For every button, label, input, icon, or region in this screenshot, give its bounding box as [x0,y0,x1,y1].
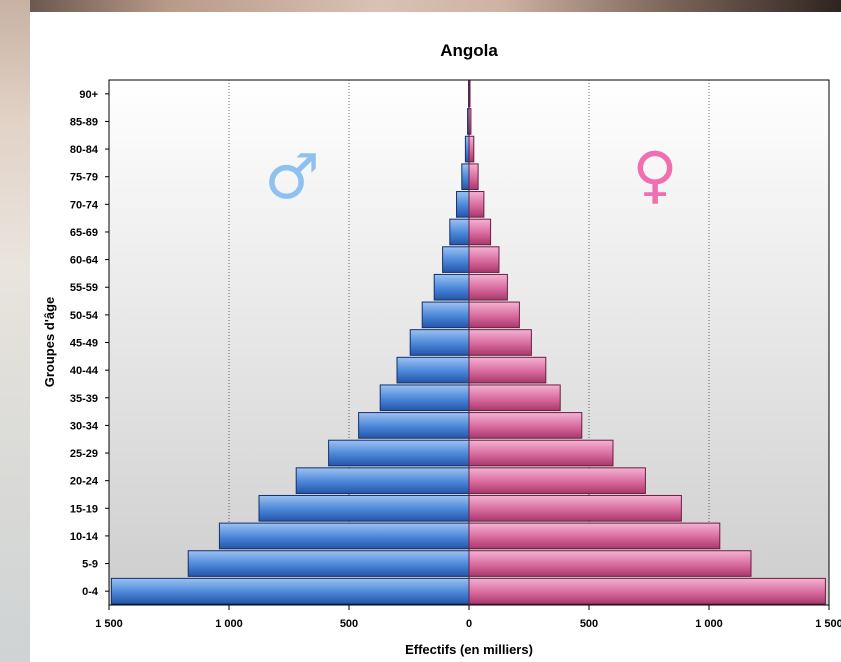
bar-male-0-4 [110,577,470,605]
bar-female-85-89 [468,108,472,135]
y-tick-label: 65-69 [70,227,98,239]
bar-female-25-29 [468,439,614,467]
bar-male-30-34 [358,412,470,439]
x-tick-label: 500 [340,618,358,630]
bar-female-65-69 [468,218,492,246]
y-tick-labels: 0-4 5-9 10-14 15-19 20-24 25-29 30-34 35-39 40-4… [70,89,109,598]
bar-female-70-74 [468,191,485,218]
x-tick-label: 500 [580,618,598,630]
bar-male-60-64 [442,246,470,273]
y-tick-label: 40-44 [70,365,99,377]
bar-male-5-9 [187,550,470,577]
x-tick-label: 1 000 [695,618,723,630]
y-axis-title: Groupes d'âge [42,297,57,388]
male-symbol-icon: ♂ [264,140,320,213]
bar-male-45-49 [409,329,470,356]
bar-male-65-69 [449,218,470,246]
bar-female-80-84 [468,135,475,163]
bar-male-75-79 [461,163,470,191]
y-tick-label: 80-84 [70,144,99,156]
x-tick-label: 1 000 [215,618,243,630]
bar-female-50-54 [468,301,520,329]
y-tick-label: 0-4 [82,586,99,598]
bar-female-60-64 [468,246,500,273]
bar-female-5-9 [468,550,752,577]
y-tick-label: 10-14 [70,531,99,543]
bar-female-30-34 [468,412,583,439]
bar-male-15-19 [258,494,470,522]
y-tick-label: 50-54 [70,310,99,322]
y-tick-label: 55-59 [70,282,98,294]
y-tick-label: 60-64 [70,255,99,267]
background-photo-left [0,0,30,662]
bar-female-90+ [468,80,471,108]
bar-male-25-29 [328,439,470,467]
bar-male-80-84 [464,135,470,163]
bar-male-20-24 [295,467,470,494]
y-tick-label: 25-29 [70,448,98,460]
bar-male-70-74 [456,191,470,218]
x-axis-title: Effectifs (en milliers) [405,642,533,657]
y-tick-label: 85-89 [70,116,98,128]
bar-male-55-59 [433,273,470,301]
bars-group [110,80,826,605]
y-tick-label: 70-74 [70,199,99,211]
bar-female-15-19 [468,494,682,522]
bar-female-75-79 [468,163,479,191]
bar-female-45-49 [468,329,532,356]
y-tick-label: 5-9 [82,559,98,571]
y-tick-label: 35-39 [70,393,98,405]
bar-female-55-59 [468,273,508,301]
x-tick-label: 0 [466,618,472,630]
x-tick-label: 1 500 [815,618,841,630]
y-tick-label: 15-19 [70,503,98,515]
x-tick-label: 1 500 [95,618,123,630]
y-tick-label: 90+ [79,89,98,101]
chart-title: Angola [440,41,498,60]
y-tick-label: 20-24 [70,476,99,488]
bar-male-40-44 [396,356,470,384]
bar-female-40-44 [468,356,547,384]
bar-female-10-14 [468,522,721,550]
bar-female-0-4 [468,577,826,605]
background-photo-top [0,0,841,12]
y-tick-label: 30-34 [70,420,99,432]
bar-male-10-14 [218,522,470,550]
x-tick-labels: 1 500 1 000 500 0 500 1 000 1 500 [95,605,841,630]
bar-female-35-39 [468,384,561,412]
bar-male-50-54 [421,301,470,329]
y-tick-label: 45-49 [70,338,98,350]
female-symbol-icon: ♀ [632,138,677,211]
bar-male-35-39 [379,384,470,412]
y-tick-label: 75-79 [70,172,98,184]
bar-female-20-24 [468,467,646,494]
